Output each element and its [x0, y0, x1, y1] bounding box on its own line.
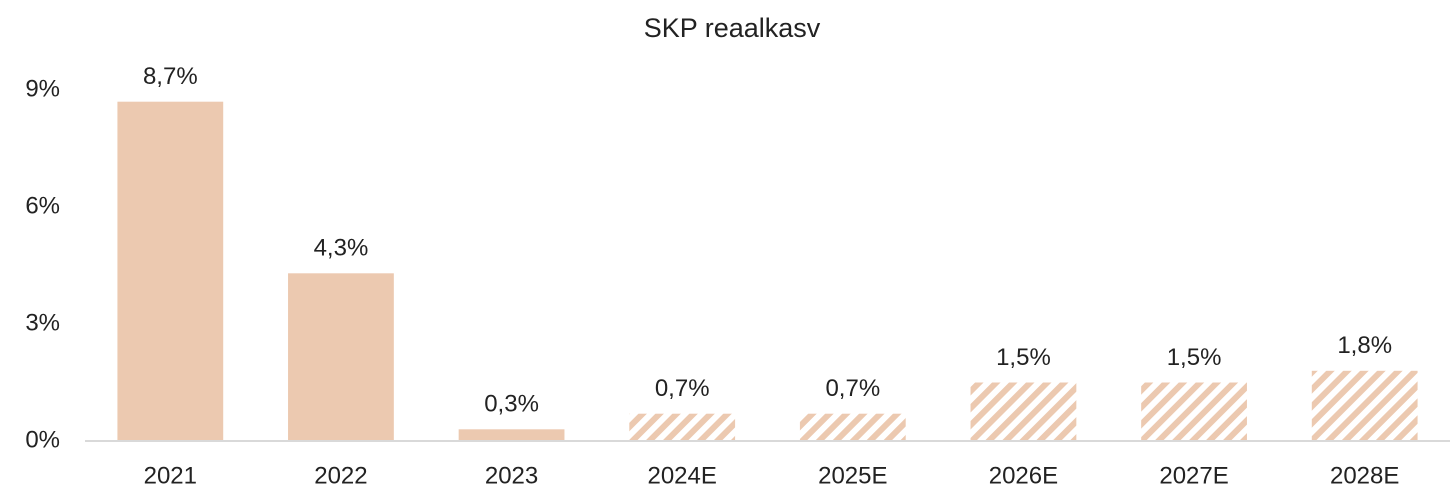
x-tick-label: 2021	[144, 462, 197, 489]
bar	[970, 382, 1077, 441]
value-label: 1,5%	[996, 344, 1051, 371]
bar	[799, 413, 906, 441]
chart-title: SKP reaalkasv	[644, 13, 821, 43]
y-tick-label: 0%	[25, 426, 60, 453]
value-label: 1,5%	[1167, 344, 1222, 371]
value-label: 0,3%	[484, 391, 539, 418]
value-label: 0,7%	[655, 375, 710, 402]
value-label: 1,8%	[1337, 332, 1392, 359]
bar	[1311, 370, 1418, 441]
bar	[629, 413, 736, 441]
bar	[117, 101, 224, 441]
x-tick-label: 2022	[314, 462, 367, 489]
value-label: 0,7%	[825, 375, 880, 402]
value-label: 4,3%	[314, 235, 369, 262]
y-tick-label: 9%	[25, 75, 60, 102]
y-tick-label: 3%	[25, 309, 60, 336]
x-tick-label: 2023	[485, 462, 538, 489]
x-tick-label: 2024E	[647, 462, 716, 489]
value-label: 8,7%	[143, 63, 198, 90]
bar	[458, 429, 565, 441]
x-tick-label: 2025E	[818, 462, 887, 489]
bar	[1141, 382, 1247, 441]
bar	[288, 273, 394, 441]
x-tick-label: 2027E	[1159, 462, 1228, 489]
x-tick-label: 2026E	[989, 462, 1058, 489]
y-tick-label: 6%	[25, 192, 60, 219]
x-tick-label: 2028E	[1330, 462, 1399, 489]
